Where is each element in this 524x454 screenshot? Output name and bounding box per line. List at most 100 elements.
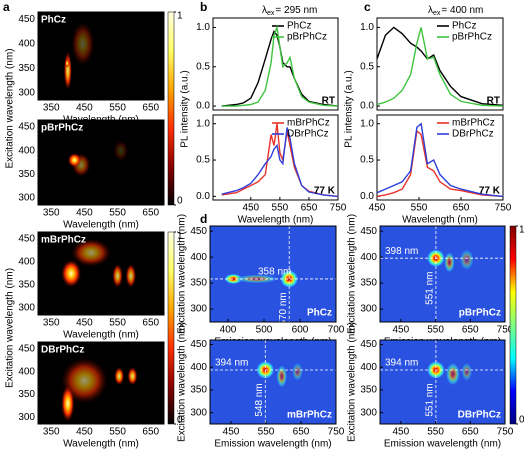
sample-label: pBrPhCz xyxy=(459,308,501,319)
hotspot xyxy=(127,367,138,386)
subscript: ex xyxy=(433,10,441,17)
hotspot xyxy=(61,259,82,288)
sample-label: PhCz xyxy=(41,15,66,26)
hotspot xyxy=(113,140,129,162)
spectrum-line xyxy=(377,129,503,198)
sample-label: PhCz xyxy=(307,308,332,319)
y-tick-label: 0.0 xyxy=(196,101,210,112)
x-tick-label: 750 xyxy=(330,203,347,214)
heatmap-background xyxy=(38,12,164,100)
hotspot xyxy=(224,273,243,285)
x-tick-label: 650 xyxy=(293,427,310,438)
spectrum-line xyxy=(377,27,503,107)
hotspot xyxy=(71,238,111,267)
plot-frame xyxy=(376,17,504,111)
x-tick-label: 450 xyxy=(76,427,93,438)
x-tick-label: 450 xyxy=(76,103,93,114)
y-tick-label: 0.0 xyxy=(360,191,374,202)
colorbar xyxy=(167,231,175,425)
peak-emission-label: 551 nm xyxy=(425,383,436,416)
y-tick-label: 300 xyxy=(18,412,35,423)
y-tick-label: 350 xyxy=(190,278,207,289)
sample-label: mBrPhCz xyxy=(287,410,332,421)
colorbar-tick-label: 1 xyxy=(177,231,183,242)
excitation-label: λex= 400 nm xyxy=(428,5,483,17)
y-tick-label: 350 xyxy=(190,385,207,396)
condition-label: RT xyxy=(487,96,500,107)
x-tick-label: 350 xyxy=(43,427,60,438)
plot-frame xyxy=(209,339,337,425)
y-tick-label: 450 xyxy=(360,339,377,350)
x-tick-label: 550 xyxy=(109,427,126,438)
x-tick-label: 750 xyxy=(497,325,514,336)
spectrum-line xyxy=(221,127,338,198)
hotspot xyxy=(292,362,303,381)
hotspot xyxy=(125,263,137,288)
x-tick-label: 650 xyxy=(453,203,470,214)
x-tick-label: 450 xyxy=(76,318,93,329)
condition-label: 77 K xyxy=(479,186,501,197)
y-tick-label: 300 xyxy=(190,304,207,315)
x-tick-label: 400 xyxy=(220,325,237,336)
x-tick-label: 450 xyxy=(223,427,240,438)
y-tick-label: 0.5 xyxy=(196,61,210,72)
plot-frame xyxy=(379,339,506,425)
x-axis-label: Wavelength (nm) xyxy=(63,220,139,231)
x-tick-label: 750 xyxy=(497,427,514,438)
heatmap xyxy=(380,226,505,322)
x-tick-label: 750 xyxy=(495,203,512,214)
subscript: ex xyxy=(267,10,275,17)
heatmap xyxy=(38,12,164,100)
peak-excitation-label: 394 nm xyxy=(215,358,248,369)
panel-letter: d xyxy=(200,212,207,226)
excitation-value: = 295 nm xyxy=(275,5,317,16)
hotspot xyxy=(444,251,455,273)
y-tick-label: 300 xyxy=(18,193,35,204)
peak-excitation-label: 394 nm xyxy=(385,358,418,369)
plot-frame xyxy=(376,114,504,201)
x-tick-label: 500 xyxy=(256,325,273,336)
x-tick-label: 550 xyxy=(427,325,444,336)
x-tick-label: 650 xyxy=(301,203,318,214)
legend-label: pBrPhCz xyxy=(452,32,492,43)
y-axis-label: Excitation wavelength (nm) xyxy=(5,268,16,388)
sample-label: DBrPhCz xyxy=(458,410,501,421)
heatmap-background xyxy=(210,340,336,424)
x-tick-label: 550 xyxy=(258,427,275,438)
x-axis-label: Wavelength (nm) xyxy=(63,330,139,341)
y-tick-label: 1.0 xyxy=(360,118,374,129)
legend-label: mBrPhCz xyxy=(287,118,330,129)
x-tick-label: 600 xyxy=(292,325,309,336)
x-tick-label: 650 xyxy=(142,427,159,438)
condition-label: 77 K xyxy=(314,186,336,197)
y-tick-label: 350 xyxy=(360,385,377,396)
y-axis-label: Excitation wavelength (nm) xyxy=(5,48,16,168)
x-tick-label: 650 xyxy=(142,318,159,329)
peak-excitation-label: 358 nm xyxy=(258,267,291,278)
y-tick-label: 400 xyxy=(18,366,35,377)
heatmap xyxy=(210,226,336,322)
peak-emission-label: 551 nm xyxy=(425,271,436,304)
y-tick-label: 400 xyxy=(18,257,35,268)
y-tick-label: 300 xyxy=(360,407,377,418)
x-tick-label: 450 xyxy=(369,203,386,214)
x-tick-label: 650 xyxy=(462,325,479,336)
x-tick-label: 350 xyxy=(43,208,60,219)
x-tick-label: 450 xyxy=(392,325,409,336)
panel-letter: a xyxy=(3,0,10,14)
y-tick-label: 400 xyxy=(190,362,207,373)
lambda: λ xyxy=(262,5,267,16)
x-axis-label: Wavelength (nm) xyxy=(238,215,314,226)
plot-frame xyxy=(37,231,165,316)
heatmap-background xyxy=(380,340,505,424)
x-tick-label: 550 xyxy=(272,203,289,214)
hotspot xyxy=(61,385,75,422)
x-tick-label: 550 xyxy=(411,203,428,214)
y-tick-label: 450 xyxy=(190,339,207,350)
x-tick-label: 650 xyxy=(462,427,479,438)
spectrum-line xyxy=(377,122,503,198)
hotspot xyxy=(276,364,287,388)
colorbar xyxy=(167,11,175,206)
legend-label: DBrPhCz xyxy=(452,129,494,140)
legend-label: PhCz xyxy=(287,21,311,32)
